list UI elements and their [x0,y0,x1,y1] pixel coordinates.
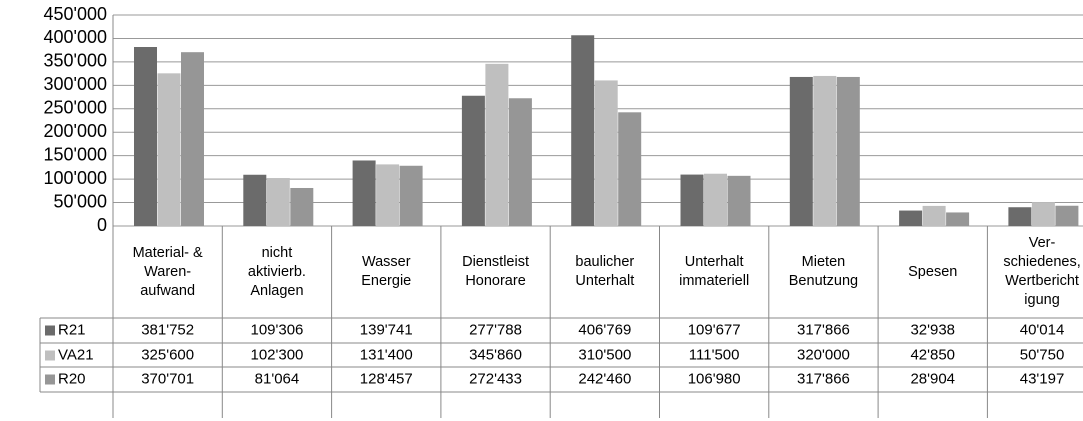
bar [181,52,204,226]
y-tick-label: 450'000 [43,4,107,24]
y-tick-label: 150'000 [43,144,107,164]
bar [485,63,509,226]
table-value: 370'701 [141,370,194,387]
bar [1008,207,1032,226]
bar [399,165,423,226]
category-label: Unterhalt immateriell [679,254,750,289]
bar [899,210,923,226]
table-value: 128'457 [360,370,413,387]
table-value: 81'064 [255,370,300,387]
bar [813,75,837,226]
table-value: 320'000 [797,346,850,363]
category-label: Mieten Benutzung [788,254,859,289]
y-tick-label: 400'000 [43,27,107,47]
bar [157,73,181,227]
bar [618,112,642,226]
bar [376,164,400,226]
table-value: 40'014 [1020,321,1065,338]
legend-swatch [45,350,55,361]
table-value: 345'860 [469,346,522,363]
table-value: 406'769 [578,321,631,338]
bar [789,76,813,226]
bar [243,174,267,226]
bar [461,95,485,226]
table-value: 43'197 [1020,370,1065,387]
table-value: 42'850 [910,346,955,363]
legend-label: R20 [58,370,86,387]
bar [1055,205,1079,226]
y-tick-label: 0 [97,215,107,235]
table-value: 325'600 [141,346,194,363]
table-value: 317'866 [797,321,850,338]
table-value: 109'306 [250,321,303,338]
category-label: Spesen [908,263,958,280]
table-value: 28'904 [910,370,955,387]
legend-swatch [45,374,55,385]
y-tick-label: 100'000 [43,168,107,188]
table-value: 131'400 [360,346,413,363]
table-value: 109'677 [688,321,741,338]
bar [352,160,376,226]
table-value: 139'741 [360,321,413,338]
y-tick-label: 250'000 [43,98,107,118]
bar [836,76,860,226]
table-value: 111'500 [689,346,740,363]
bar [1031,202,1055,226]
y-tick-label: 300'000 [43,74,107,94]
category-label: Ver- schiedenes, Wertbericht igung [1003,235,1081,308]
table-value: 310'500 [578,346,631,363]
legend-label: VA21 [58,346,94,363]
table-value: 317'866 [797,370,850,387]
bar [134,47,157,226]
y-tick-label: 200'000 [43,121,107,141]
y-tick-label: 350'000 [43,51,107,71]
category-label: Material- & Waren- aufwand [132,244,203,299]
bar [594,80,618,226]
table-value: 272'433 [469,370,522,387]
bar [290,187,314,226]
bar [571,35,595,226]
bar [946,212,970,226]
y-tick-label: 50'000 [54,191,108,211]
legend-label: R21 [58,321,86,338]
legend-swatch [45,325,55,336]
category-label: Wasser Energie [361,254,412,289]
bar [922,205,946,226]
table-value: 106'980 [688,370,741,387]
table-value: 277'788 [469,321,522,338]
bar [266,178,290,226]
bar [727,175,751,226]
bar [680,174,704,226]
category-label: nicht aktivierb. Anlagen [247,244,306,299]
category-label: Dienstleist Honorare [462,254,529,289]
table-value: 102'300 [250,346,303,363]
bar [508,98,532,226]
bar [704,173,727,226]
table-value: 50'750 [1020,346,1065,363]
table-value: 242'460 [578,370,631,387]
table-value: 381'752 [141,321,194,338]
category-label: baulicher Unterhalt [575,254,635,289]
table-value: 32'938 [910,321,955,338]
